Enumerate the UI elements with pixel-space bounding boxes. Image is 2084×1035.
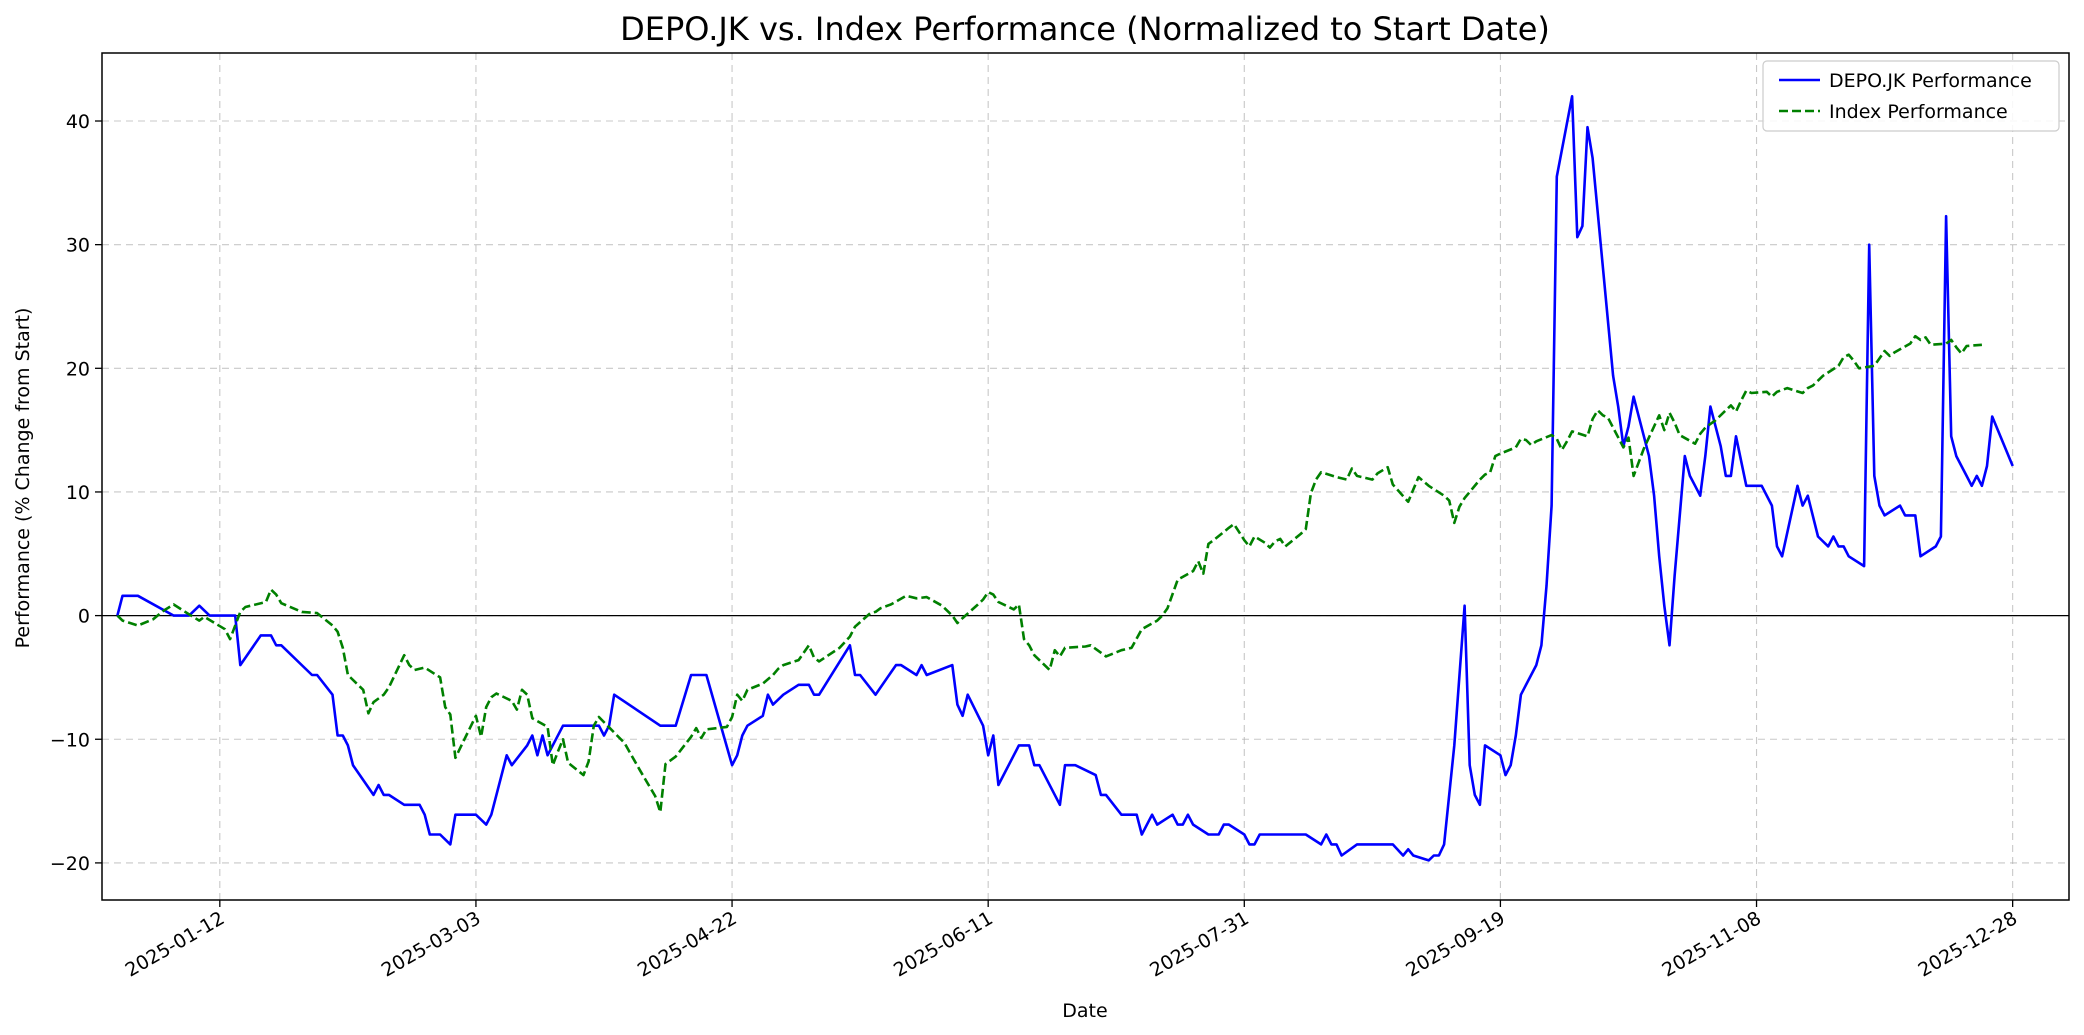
x-axis-label: Date	[1062, 1000, 1107, 1022]
plot-frame	[101, 52, 2070, 901]
x-tick-label: 2025-09-19	[1402, 907, 1509, 981]
legend-label-depo: DEPO.JK Performance	[1829, 70, 2032, 92]
legend: DEPO.JK Performance Index Performance	[1762, 60, 2060, 132]
x-axis-ticks: 2025-01-12 2025-03-03 2025-04-22 2025-06-11…	[122, 900, 2021, 982]
chart-title: DEPO.JK vs. Index Performance (Normalize…	[620, 10, 1550, 48]
x-tick-label: 2025-06-11	[890, 907, 997, 981]
legend-box	[1762, 60, 2060, 132]
x-tick-label: 2025-12-28	[1915, 907, 2022, 981]
x-tick-label: 2025-04-22	[634, 907, 741, 981]
legend-label-index: Index Performance	[1829, 101, 2008, 123]
y-tick-label: 20	[66, 358, 90, 380]
y-tick-label: 30	[66, 235, 90, 257]
x-tick-label: 2025-11-08	[1658, 907, 1765, 981]
y-tick-label: −10	[50, 729, 90, 751]
y-axis-ticks: −20 −10 0 10 20 30 40	[50, 111, 102, 875]
x-tick-label: 2025-07-31	[1146, 907, 1253, 981]
y-tick-label: 0	[78, 606, 90, 628]
x-tick-label: 2025-03-03	[378, 907, 485, 981]
y-tick-label: 40	[66, 111, 90, 133]
grid-lines	[102, 53, 2069, 900]
y-tick-label: −20	[50, 853, 90, 875]
x-tick-label: 2025-01-12	[122, 907, 229, 981]
series-lines	[116, 95, 2014, 862]
series-line-index	[116, 334, 1983, 814]
series-line-depo	[116, 95, 2014, 862]
y-tick-label: 10	[66, 482, 90, 504]
y-axis-label: Performance (% Change from Start)	[12, 308, 34, 649]
